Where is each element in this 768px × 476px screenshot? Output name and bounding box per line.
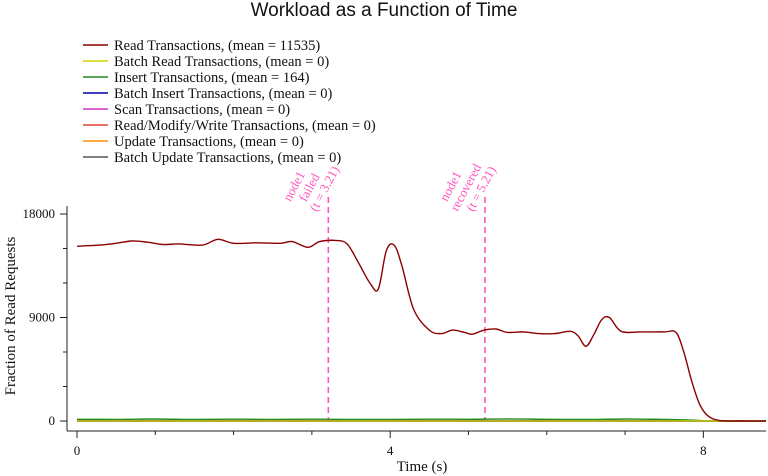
y-tick-label: 9000 xyxy=(29,310,55,325)
series-line xyxy=(76,418,767,422)
y-axis-label: Fraction of Read Requests xyxy=(3,236,19,395)
legend-entry: Insert Transactions, (mean = 164) xyxy=(114,70,310,86)
series-group xyxy=(76,238,767,422)
axes: 0 4 8 0 9000 18000 xyxy=(23,206,766,458)
chart-title: Workload as a Function of Time xyxy=(251,0,518,21)
x-axis-label: Time (s) xyxy=(397,459,448,475)
legend-entry: Update Transactions, (mean = 0) xyxy=(114,134,304,150)
x-tick-label: 8 xyxy=(700,443,707,458)
legend-entry: Batch Update Transactions, (mean = 0) xyxy=(114,150,341,166)
series-line xyxy=(76,238,767,422)
legend: Read Transactions, (mean = 11535)Batch R… xyxy=(83,38,376,166)
legend-entry: Read/Modify/Write Transactions, (mean = … xyxy=(114,118,376,134)
legend-entry: Scan Transactions, (mean = 0) xyxy=(114,102,290,118)
legend-entry: Read Transactions, (mean = 11535) xyxy=(114,38,320,54)
legend-entry: Batch Insert Transactions, (mean = 0) xyxy=(114,86,333,102)
y-tick-label: 18000 xyxy=(23,206,56,221)
legend-entry: Batch Read Transactions, (mean = 0) xyxy=(114,54,329,70)
x-tick-label: 0 xyxy=(74,443,81,458)
y-tick-label: 0 xyxy=(49,413,56,428)
x-tick-label: 4 xyxy=(387,443,394,458)
